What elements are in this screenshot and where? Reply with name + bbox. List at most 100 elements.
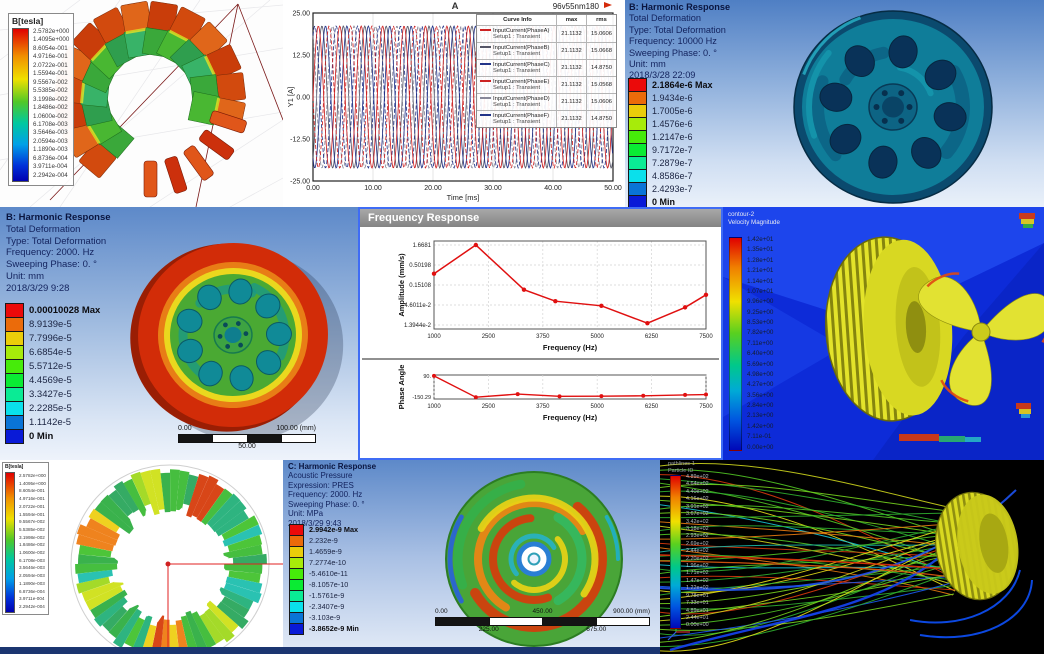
colorbar-value: 9.78e+01	[686, 592, 709, 599]
colorbar-value: 3.1998e-002	[33, 95, 68, 103]
ruler-label-min: 0.00	[435, 608, 448, 615]
colorbar-value: 2.20e+02	[686, 555, 709, 562]
svg-text:2500: 2500	[482, 404, 496, 410]
colorbar-value: -2.3407e-9	[309, 602, 345, 611]
colorbar-value: 4.16e+02	[686, 496, 709, 503]
curve-sublabel: Setup1 : Transient	[493, 68, 541, 74]
colorbar-gradient	[5, 472, 15, 613]
colorbar-cell	[628, 195, 647, 207]
colorbar-row: 7.2879e-7	[628, 156, 713, 170]
svg-text:Time [ms]: Time [ms]	[447, 193, 480, 202]
colorbar-row: 2.232e-9	[289, 535, 359, 547]
plot-marker-flag-icon[interactable]	[604, 2, 612, 8]
window-title-bar[interactable]: Frequency Response	[360, 209, 721, 227]
colorbar-row: 1.4659e-9	[289, 546, 359, 558]
info-line: Frequency: 10000 Hz	[629, 36, 717, 47]
colorbar-value: 7.11e+00	[747, 339, 773, 347]
curve-max-value: 21.1132	[556, 111, 586, 127]
colorbar-value: 9.96e+00	[747, 298, 774, 306]
colorbar-cell	[5, 429, 24, 444]
colorbar-values: 1.42e+01 1.35e+01 1.28e+01 1.21e+01 1.14e+01…	[747, 236, 774, 451]
colorbar-value: 5.5712e-5	[29, 360, 72, 372]
svg-text:0.15108: 0.15108	[409, 283, 431, 289]
colorbar-cell	[628, 117, 647, 131]
ruler-label-q3: 675.00	[586, 626, 607, 633]
field-colorbar-title: B[tesla]	[12, 16, 44, 26]
colorbar-gradient	[12, 28, 29, 182]
ruler-label-max: 900.00 (mm)	[613, 608, 650, 615]
velocity-colorbar: 1.42e+01 1.35e+01 1.28e+01 1.21e+01 1.14e+01…	[729, 236, 774, 451]
ruler-label-max: 100.00 (mm)	[276, 425, 316, 432]
panel-harmonic-response-2000hz: B: Harmonic Response Total Deformation Typ…	[0, 207, 358, 460]
ruler-label-mid: 450.00	[532, 608, 553, 615]
colorbar-value: 7.2774e-10	[309, 558, 346, 567]
colorbar-value: 2.9942e-9 Max	[309, 525, 359, 534]
colorbar-gradient	[670, 475, 681, 629]
colorbar-cell	[628, 91, 647, 105]
colorbar-value: 3.3427e-5	[29, 388, 72, 400]
colorbar-row: 2.1864e-6 Max	[628, 78, 713, 92]
colorbar-value: 2.44e+02	[686, 548, 709, 555]
colorbar-value: 1.4659e-9	[309, 547, 342, 556]
curve-swatch	[480, 63, 491, 66]
svg-text:Frequency (Hz): Frequency (Hz)	[543, 343, 598, 352]
info-line: 2018/3/29 9:43	[288, 518, 342, 528]
colorbar-value: -5.4610e-11	[309, 569, 348, 578]
svg-text:1000: 1000	[427, 334, 441, 340]
colorbar-value: 1.07e+01	[747, 287, 774, 295]
colorbar-cell	[5, 359, 24, 374]
colorbar-cell	[628, 130, 647, 144]
colorbar-row: -3.103e-9	[289, 612, 359, 624]
colorbar-row: 3.3427e-5	[5, 387, 100, 402]
curve-max-value: 21.1132	[556, 77, 586, 93]
svg-text:40.00: 40.00	[544, 185, 562, 192]
colorbar-value: 6.8736e-004	[19, 588, 45, 594]
colorbar-value: 7.2879e-7	[652, 157, 693, 168]
colorbar-value: 4.98e+00	[747, 370, 774, 378]
colorbar-value: 1.9434e-6	[652, 92, 693, 103]
colorbar-value: 5.69e+00	[747, 360, 774, 368]
colorbar-value: 7.11e-01	[747, 433, 772, 441]
colorbar-row: -1.5761e-9	[289, 590, 359, 602]
svg-text:20.00: 20.00	[424, 185, 442, 192]
colorbar-value: 2.2285e-5	[29, 402, 72, 414]
svg-text:0.50198: 0.50198	[409, 263, 431, 269]
colorbar-value: -3.103e-9	[309, 613, 341, 622]
colorbar-value: 3.5646e-003	[19, 565, 45, 571]
colorbar-value: 3.18e+02	[686, 525, 709, 532]
colorbar-value: 4.40e+02	[686, 488, 709, 495]
colorbar-value: 9.5567e-002	[19, 519, 45, 525]
svg-text:A: A	[452, 1, 459, 12]
colorbar-value: 1.42e+00	[747, 422, 774, 430]
colorbar-value: 3.42e+02	[686, 518, 709, 525]
info-line: Sweeping Phase: 0. °	[6, 259, 97, 271]
colorbar-values: 2.5782e+000 1.4095e+000 8.6054e-001 4.9716e…	[33, 28, 69, 182]
colorbar-value: 9.5567e-002	[33, 78, 68, 86]
svg-text:1.6681: 1.6681	[413, 243, 432, 249]
panel-particle-pathlines: pathlines-1 Particle ID 4.89e+02 4.64e+02 4…	[660, 460, 1044, 654]
colorbar-value: 7.7996e-5	[29, 332, 72, 344]
colorbar-value: 3.9711e-004	[19, 596, 45, 602]
colorbar-row: -8.1057e-10	[289, 579, 359, 591]
colorbar-row: 1.9434e-6	[628, 91, 713, 105]
colorbar-value: 9.7172e-7	[652, 144, 693, 155]
colorbar-value: 3.1998e-002	[19, 534, 45, 540]
info-line: Total Deformation	[629, 13, 702, 24]
colorbar-row: 1.4576e-6	[628, 117, 713, 131]
panel-harmonic-response-10000hz: B: Harmonic Response Total Deformation Typ…	[625, 0, 1044, 207]
svg-text:1000: 1000	[427, 404, 441, 410]
panel-frequency-response-window: Frequency Response 1.6681 0.50198 0.15108 4…	[358, 207, 723, 460]
colorbar-value: 3.56e+00	[747, 391, 774, 399]
particle-id-colorbar: 4.89e+02 4.64e+02 4.40e+02 4.16e+02 3.91e+02…	[670, 474, 709, 629]
colorbar-value: 8.9139e-5	[29, 318, 72, 330]
curve-label: InputCurrent(PhaseE)	[493, 79, 550, 85]
colorbar-value: -8.1057e-10	[309, 580, 349, 589]
result-info-block: B: Harmonic Response Total Deformation Typ…	[6, 212, 111, 294]
colorbar-row: 4.8586e-7	[628, 169, 713, 183]
colorbar-value: 1.47e+02	[686, 577, 709, 584]
curve-rms-value: 14.8750	[586, 111, 616, 127]
panel-magnetic-field-motor: B[tesla] 2.5782e+000 1.4095e+000 8.6054e-0…	[0, 0, 283, 207]
colorbar-value: 1.14e+01	[747, 277, 774, 285]
svg-text:7500: 7500	[699, 334, 713, 340]
